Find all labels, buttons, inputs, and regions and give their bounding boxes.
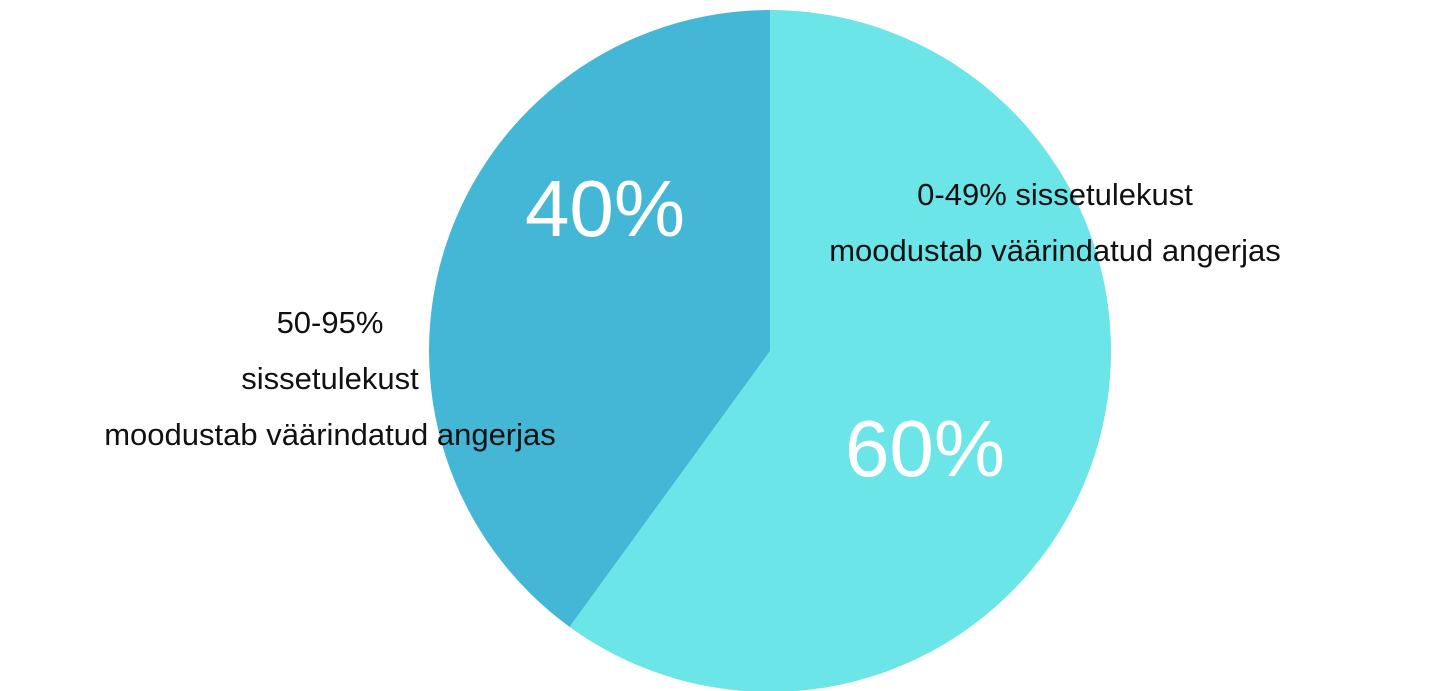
label-line: sissetulekust — [241, 361, 419, 396]
label-line: 0-49% sissetulekust — [917, 177, 1193, 212]
category-label: 0-49% sissetulekust moodustab väärindatud… — [829, 177, 1281, 268]
label-line: moodustab väärindatud angerjas — [829, 233, 1281, 268]
label-line: 50-95% — [277, 305, 384, 340]
pie-slice — [569, 10, 1111, 691]
label-line: moodustab väärindatud angerjas — [104, 417, 556, 452]
value-label: 60% — [845, 404, 1005, 493]
category-label: 50-95% sissetulekust moodustab väärindatud… — [104, 305, 556, 452]
value-label: 40% — [525, 164, 685, 253]
pie-slice — [429, 10, 770, 627]
